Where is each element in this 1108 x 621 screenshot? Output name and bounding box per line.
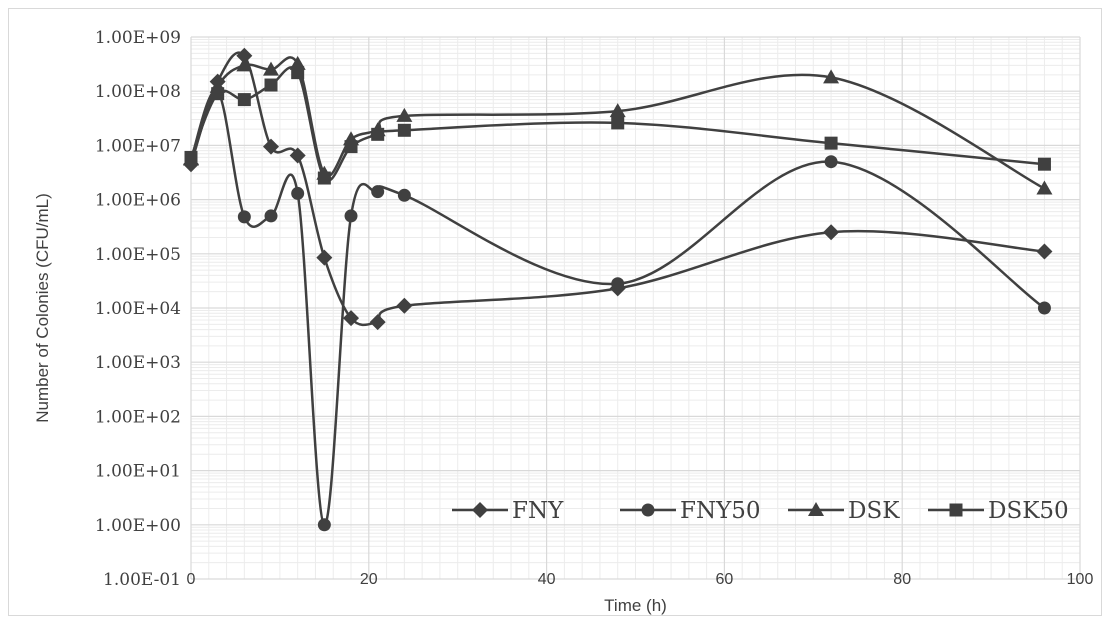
y-tick-label: 1.00E+06 [95,191,181,211]
data-point-dsk [236,57,253,72]
data-point-fny50 [264,209,278,223]
data-point-fny50 [344,209,358,223]
legend-marker-fny50 [641,503,655,517]
y-tick-label: 1.00E+01 [95,462,181,482]
grid [190,36,1081,580]
data-point-dsk50 [397,123,411,137]
data-point-dsk [263,61,280,76]
data-point-dsk [823,69,840,84]
y-tick-label: 1.00E+07 [95,136,181,156]
data-point-fny50 [397,188,411,202]
data-point-fny [263,138,280,155]
data-point-fny50 [824,155,838,169]
data-point-dsk50 [211,87,225,101]
data-point-dsk50 [291,66,305,80]
data-point-fny50 [291,186,305,200]
data-point-dsk50 [264,78,278,92]
legend-item-dsk: DSK [788,498,900,524]
series-line-fny50 [189,89,1046,527]
data-point-fny [1036,243,1053,260]
y-tick-label: 1.00E+02 [95,407,181,427]
axes: 1.00E-01 1.00E+00 1.00E+01 1.00E+02 1.00E+03… [95,28,1094,590]
data-point-dsk [396,107,413,122]
data-point-dsk50 [611,116,625,130]
data-point-fny50 [237,210,251,224]
data-point-fny [316,249,333,266]
data-point-fny [289,147,306,164]
legend-label-dsk50: DSK50 [988,498,1069,524]
legend-label-fny: FNY [512,498,564,524]
series-group [183,47,1053,532]
data-point-fny50 [371,185,385,199]
legend-item-fny50: FNY50 [620,498,761,524]
x-tick-label: 80 [893,571,911,588]
y-tick-label: 1.00E+08 [95,82,181,102]
series-fny [183,47,1053,331]
x-tick-label: 40 [538,571,556,588]
x-tick-label: 100 [1067,571,1094,588]
data-point-fny [236,47,253,64]
legend: FNY FNY50 DSK DSK50 [452,498,1069,524]
data-point-fny50 [1037,301,1051,315]
data-point-dsk [609,103,626,118]
x-tick-label: 60 [716,571,734,588]
legend-label-fny50: FNY50 [680,498,761,524]
data-point-fny [369,314,386,331]
data-point-dsk50 [371,127,385,141]
data-point-fny50 [317,518,331,532]
data-point-fny50 [611,277,625,291]
y-tick-label: 1.00E+03 [95,353,181,373]
x-tick-label: 20 [360,571,378,588]
series-dsk50 [184,66,1051,185]
data-point-fny [823,224,840,241]
y-axis-title: Number of Colonies (CFU/mL) [33,193,52,423]
data-point-dsk50 [184,150,198,164]
legend-marker-dsk [808,502,824,516]
data-point-dsk50 [317,171,331,185]
data-point-dsk50 [824,136,838,150]
data-point-dsk [1036,180,1053,195]
data-point-fny [343,310,360,327]
legend-label-dsk: DSK [848,498,900,524]
legend-marker-dsk50 [949,503,963,517]
y-tick-label: 1.00E-01 [103,570,181,590]
data-point-dsk50 [237,93,251,107]
legend-marker-fny [472,502,488,518]
legend-item-dsk50: DSK50 [928,498,1069,524]
y-tick-label: 1.00E+09 [95,28,181,48]
y-tick-label: 1.00E+05 [95,245,181,265]
x-axis-title: Time (h) [604,596,667,615]
y-tick-label: 1.00E+04 [95,299,181,319]
y-tick-label: 1.00E+00 [95,516,181,536]
legend-item-fny: FNY [452,498,564,524]
data-point-dsk50 [1037,157,1051,171]
data-point-dsk50 [344,140,358,154]
x-tick-label: 0 [187,571,196,588]
data-point-fny [396,297,413,314]
